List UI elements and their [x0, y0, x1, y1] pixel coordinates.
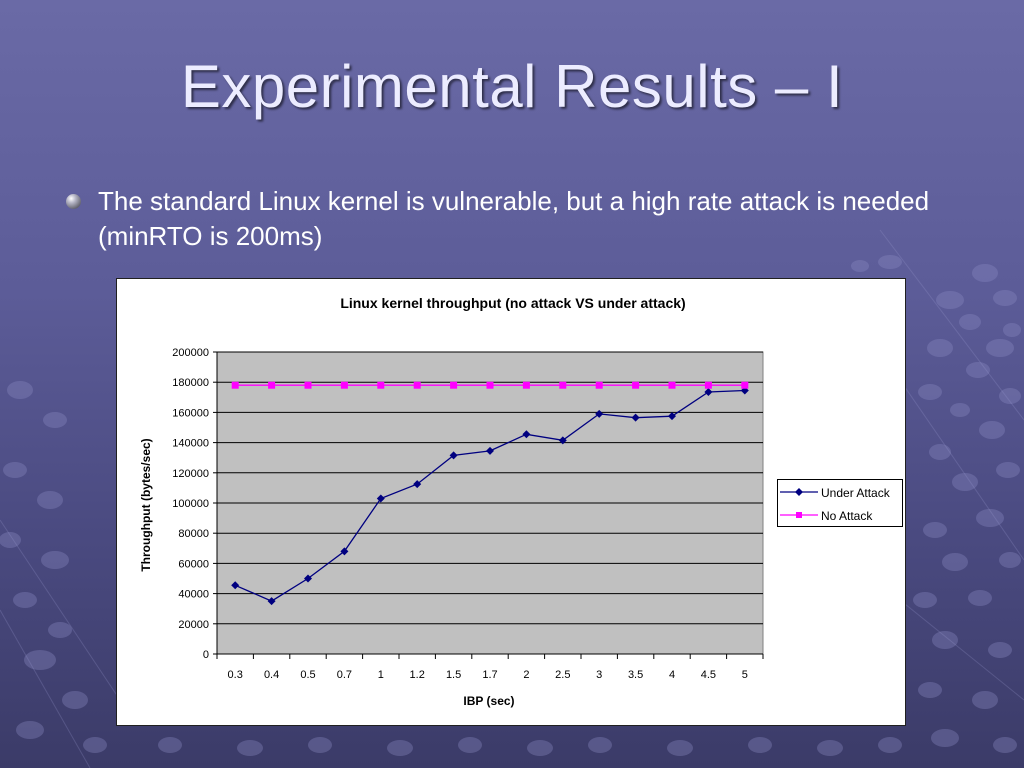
y-tick-label: 20000 — [178, 619, 209, 631]
data-point-square — [704, 381, 712, 389]
bullet-icon — [66, 194, 81, 209]
legend-item-under-attack: Under Attack — [780, 483, 900, 503]
y-tick-label: 180000 — [172, 377, 209, 389]
data-point-square — [741, 381, 749, 389]
data-point-square — [559, 381, 567, 389]
x-tick-label: 4.5 — [701, 669, 716, 681]
data-point-diamond — [704, 388, 713, 397]
legend-item-no-attack: No Attack — [780, 506, 900, 526]
data-point-diamond — [413, 480, 422, 489]
data-point-square — [486, 381, 494, 389]
x-tick-label: 2 — [523, 669, 529, 681]
data-point-diamond — [558, 436, 567, 445]
x-tick-label: 1.7 — [482, 669, 497, 681]
y-tick-label: 160000 — [172, 407, 209, 419]
y-tick-label: 120000 — [172, 468, 209, 480]
gridlines — [217, 351, 763, 625]
x-axis-label: IBP (sec) — [463, 694, 514, 708]
data-point-diamond — [449, 451, 458, 460]
data-point-square — [595, 381, 603, 389]
x-tick-label: 5 — [742, 669, 748, 681]
x-tick-label: 0.5 — [300, 669, 315, 681]
y-tick-label: 100000 — [172, 498, 209, 510]
chart: Linux kernel throughput (no attack VS un… — [116, 278, 906, 726]
data-point-square — [450, 381, 458, 389]
x-tick-label: 4 — [669, 669, 675, 681]
data-point-square — [413, 381, 421, 389]
data-point-diamond — [595, 409, 604, 418]
y-tick-label: 140000 — [172, 438, 209, 450]
y-tick-label: 200000 — [172, 347, 209, 359]
y-tick-label: 60000 — [178, 558, 209, 570]
slide-title: Experimental Results – I — [180, 53, 844, 120]
legend: Under Attack No Attack — [777, 479, 903, 527]
legend-label: Under Attack — [821, 486, 890, 500]
x-tick-label: 1.2 — [410, 669, 425, 681]
x-tick-label: 2.5 — [555, 669, 570, 681]
diamond-marker-icon — [780, 488, 818, 496]
data-point-square — [522, 381, 530, 389]
data-point-diamond — [631, 413, 640, 422]
data-point-diamond — [668, 412, 676, 421]
x-tick-label: 0.4 — [264, 669, 279, 681]
data-point-diamond — [340, 547, 349, 556]
x-tick-label: 1.5 — [446, 669, 461, 681]
data-point-diamond — [522, 430, 531, 439]
data-point-square — [268, 381, 276, 389]
y-axis-label: Throughput (bytes/sec) — [139, 438, 153, 571]
data-point-diamond — [486, 446, 494, 455]
data-point-square — [377, 381, 385, 389]
data-point-square — [632, 381, 640, 389]
chart-title: Linux kernel throughput (no attack VS un… — [340, 295, 685, 311]
y-tick-label: 0 — [203, 649, 209, 661]
series-markers — [231, 381, 749, 606]
x-tick-label: 0.7 — [337, 669, 352, 681]
bullet-text: The standard Linux kernel is vulnerable,… — [98, 186, 930, 251]
x-tick-label: 3 — [596, 669, 602, 681]
axes: 0 20000 40000 60000 80000 100000 120000 140000 1… — [172, 347, 764, 681]
y-tick-label: 40000 — [178, 589, 209, 601]
data-point-diamond — [376, 494, 385, 503]
x-tick-label: 0.3 — [228, 669, 243, 681]
data-point-square — [668, 381, 676, 389]
data-point-diamond — [304, 574, 312, 583]
square-marker-icon — [780, 512, 818, 518]
chart-canvas: Linux kernel throughput (no attack VS un… — [139, 295, 764, 708]
y-tick-label: 80000 — [178, 528, 209, 540]
data-point-square — [304, 381, 312, 389]
data-point-square — [231, 381, 239, 389]
legend-label: No Attack — [821, 509, 873, 523]
x-tick-label: 3.5 — [628, 669, 643, 681]
data-point-diamond — [267, 597, 276, 606]
x-tick-label: 1 — [378, 669, 384, 681]
data-point-diamond — [231, 581, 240, 590]
data-point-square — [340, 381, 348, 389]
